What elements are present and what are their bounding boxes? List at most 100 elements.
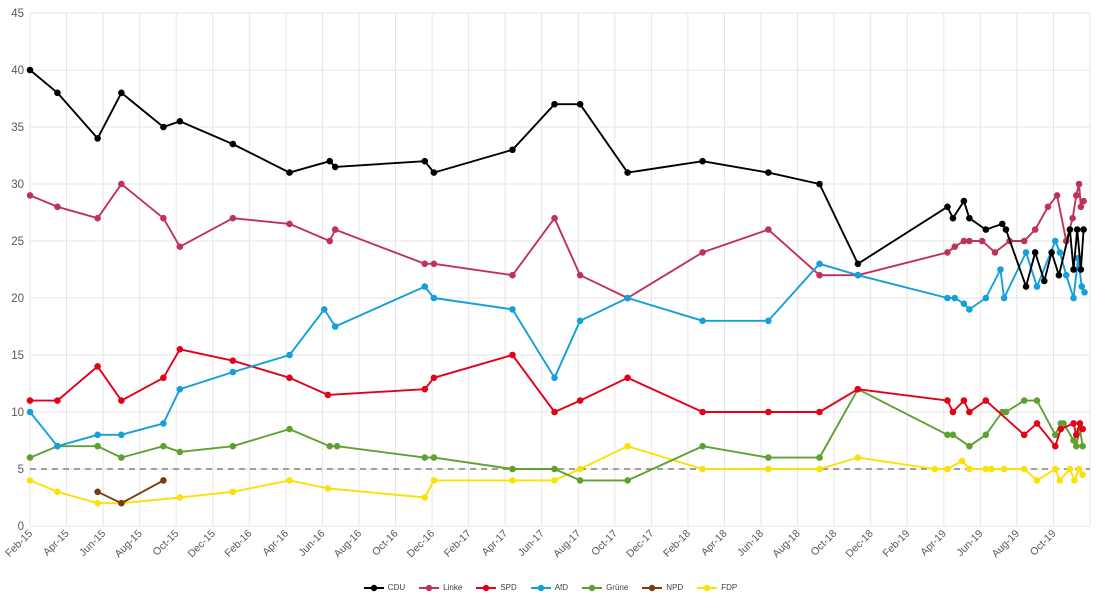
x-tick-label: Feb-16 (222, 528, 254, 560)
Linke-data-point (509, 271, 516, 279)
Grüne-data-point (1051, 431, 1059, 439)
FDP-data-point (1079, 471, 1086, 479)
CDU-data-point (331, 163, 339, 171)
AfD-data-point (997, 266, 1004, 273)
Grüne-data-point (624, 477, 631, 484)
FDP-data-point (988, 465, 995, 473)
AfD-data-point (1070, 294, 1077, 302)
FDP-data-point (931, 465, 938, 473)
Linke-data-point (160, 214, 167, 222)
y-tick-label: 45 (11, 8, 24, 20)
x-tick-label: Aug-16 (332, 528, 365, 561)
AfD-data-point (1051, 237, 1059, 245)
Grüne-data-point (1020, 397, 1028, 404)
x-tick-label: Aug-18 (770, 528, 803, 561)
SPD-data-point (509, 351, 516, 359)
FDP-data-point (1075, 465, 1083, 473)
Grüne-data-point (160, 442, 167, 450)
AfD-data-point (854, 271, 862, 279)
AfD-data-point (320, 306, 328, 313)
AfD-data-point (229, 368, 237, 376)
Linke-data-point (944, 249, 951, 256)
x-tick-label: Dec-17 (624, 528, 657, 561)
Linke-data-point (1020, 237, 1028, 245)
x-tick-label: Jun-18 (735, 528, 766, 559)
Linke-data-point (331, 226, 339, 233)
AfD-data-point (430, 294, 438, 302)
AfD-data-point (699, 317, 706, 325)
y-tick-label: 40 (11, 65, 24, 77)
AfD-legend-marker-icon (530, 584, 551, 592)
y-tick-label: 0 (18, 521, 24, 533)
series-NPD (94, 477, 167, 507)
Linke-data-point (966, 237, 973, 245)
AfD-data-point (26, 408, 34, 416)
AfD-data-point (1022, 249, 1030, 256)
Linke-data-point (1077, 203, 1085, 211)
legend-label-Grüne: Grüne (606, 583, 629, 592)
y-tick-label: 10 (11, 407, 24, 419)
Grüne-data-point (421, 454, 429, 461)
AfD-data-point (982, 294, 990, 302)
CDU-data-point (949, 214, 957, 222)
Linke-data-point (765, 226, 772, 233)
Grüne-data-point (949, 431, 957, 439)
SPD-data-point (94, 363, 101, 370)
AfD-data-point (1081, 289, 1088, 296)
Grüne-data-point (765, 454, 772, 461)
SPD-data-point (26, 397, 34, 404)
Grüne-data-point (118, 454, 125, 461)
Linke-data-point (1069, 214, 1076, 222)
y-tick-label: 25 (11, 236, 24, 248)
Linke-data-point (176, 243, 184, 250)
FDP-data-point (430, 477, 438, 484)
AfD-data-point (1000, 294, 1008, 302)
x-tick-label: Apr-15 (41, 528, 72, 559)
CDU-data-point (1080, 226, 1087, 233)
AfD-data-point (54, 442, 61, 450)
Linke-data-point (26, 192, 34, 199)
legend-item-NPD: NPD (641, 583, 683, 593)
FDP-data-point (966, 465, 973, 473)
x-tick-label: Apr-19 (918, 528, 949, 559)
FDP-data-point (854, 454, 862, 461)
CDU-data-point (54, 89, 61, 97)
SPD-data-point (229, 357, 237, 365)
x-tick-label: Apr-18 (699, 528, 730, 559)
FDP-data-point (286, 477, 293, 484)
x-tick-label: Jun-17 (516, 528, 547, 559)
Grüne-data-point (326, 442, 334, 450)
FDP-data-point (958, 457, 966, 465)
CDU-data-point (326, 157, 334, 165)
Grüne-data-point (1072, 442, 1080, 450)
SPD-data-point (944, 397, 951, 404)
SPD-data-point (54, 397, 61, 404)
Linke-data-point (576, 271, 584, 279)
CDU-legend-marker-icon (363, 584, 384, 592)
CDU-data-point (1031, 249, 1039, 256)
SPD-data-point (949, 408, 957, 416)
chart-legend: CDU Linke SPD AfD Grüne NPD FDP (0, 580, 1100, 596)
Linke-data-point (286, 220, 293, 228)
Linke-data-point (421, 260, 429, 268)
legend-item-CDU: CDU (363, 583, 405, 593)
FDP-data-point (1071, 477, 1078, 484)
CDU-data-point (765, 169, 772, 176)
Grüne-data-point (509, 465, 516, 473)
series-SPD (26, 346, 1086, 450)
AfD-data-point (951, 294, 959, 302)
AfD-data-point (1062, 271, 1070, 279)
Linke-data-point (1053, 192, 1061, 199)
CDU-data-point (160, 123, 167, 131)
AfD-data-point (421, 283, 429, 290)
SPD-data-point (1076, 420, 1084, 427)
Grüne-data-point (1033, 397, 1041, 404)
x-tick-label: Feb-17 (442, 528, 474, 560)
CDU-data-point (854, 260, 862, 268)
SPD-data-point (765, 408, 772, 416)
SPD-data-point (286, 374, 293, 382)
AfD-data-point (816, 260, 823, 268)
CDU-data-point (624, 169, 631, 176)
SPD-data-point (324, 391, 332, 399)
AfD-data-point (331, 323, 339, 330)
